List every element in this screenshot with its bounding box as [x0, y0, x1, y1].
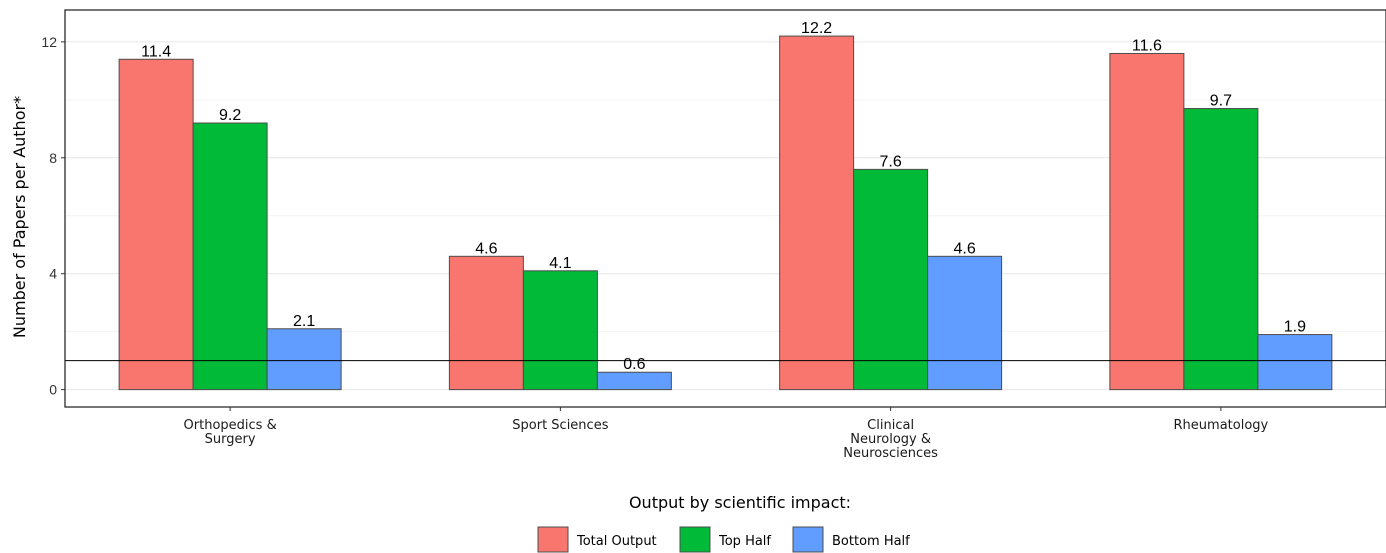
data-label: 4.6: [954, 240, 976, 257]
axes: 0 4 8 12 Orthopedics & Surgery Sport Sciences C…: [41, 9, 1386, 461]
data-label: 2.1: [293, 313, 315, 330]
data-label: 0.6: [623, 356, 645, 373]
bar-top-half-3: [1183, 108, 1259, 391]
y-axis-title: Number of Papers per Author*: [10, 96, 29, 338]
bar-total-output-1: [448, 255, 524, 391]
bar-total-output-2: [779, 35, 855, 391]
data-label: 11.4: [141, 43, 171, 60]
data-label: 9.7: [1210, 93, 1232, 110]
bar-bottom-half-3: [1257, 334, 1333, 391]
bar-top-half-0: [192, 122, 268, 391]
data-label: 1.9: [1284, 319, 1306, 336]
y-tick-label: 12: [41, 34, 57, 50]
legend-key-bottom-half: [792, 526, 824, 553]
y-tick-label: 8: [49, 150, 57, 166]
data-labels: 11.4 4.6 12.2 11.6 9.2 4.1 7.6 9.7 2.1 0.6 4.6 1.9: [141, 20, 1306, 373]
y-tick-label: 4: [49, 266, 57, 282]
bar-total-output-3: [1109, 52, 1185, 391]
bar-bottom-half-2: [927, 255, 1003, 391]
y-tick-label: 0: [49, 382, 57, 398]
bar-bottom-half-0: [266, 328, 342, 391]
panel-border: [64, 9, 1386, 408]
data-label: 12.2: [801, 20, 832, 37]
x-tick-label: Clinical Neurology & Neurosciences: [843, 418, 938, 461]
data-label: 4.6: [475, 240, 497, 257]
data-label: 11.6: [1132, 37, 1162, 54]
data-label: 9.2: [219, 107, 241, 124]
legend-title: Output by scientific impact:: [629, 493, 851, 512]
legend: Output by scientific impact: Total Output…: [537, 493, 910, 553]
legend-key-top-half: [679, 526, 711, 553]
legend-label: Total Output: [576, 534, 657, 549]
x-tick-label: Sport Sciences: [512, 418, 608, 433]
bar-total-output-0: [118, 58, 194, 391]
x-tick-label: Rheumatology: [1174, 418, 1269, 433]
legend-key-total-output: [537, 526, 569, 553]
x-tick-label: Orthopedics & Surgery: [184, 418, 277, 447]
bars: [118, 35, 1333, 391]
legend-label: Bottom Half: [832, 534, 910, 549]
bar-bottom-half-1: [596, 371, 672, 391]
bar-top-half-2: [853, 168, 929, 391]
data-label: 4.1: [549, 255, 571, 272]
data-label: 7.6: [880, 153, 902, 170]
legend-label: Top Half: [718, 534, 771, 549]
bar-top-half-1: [522, 270, 598, 391]
